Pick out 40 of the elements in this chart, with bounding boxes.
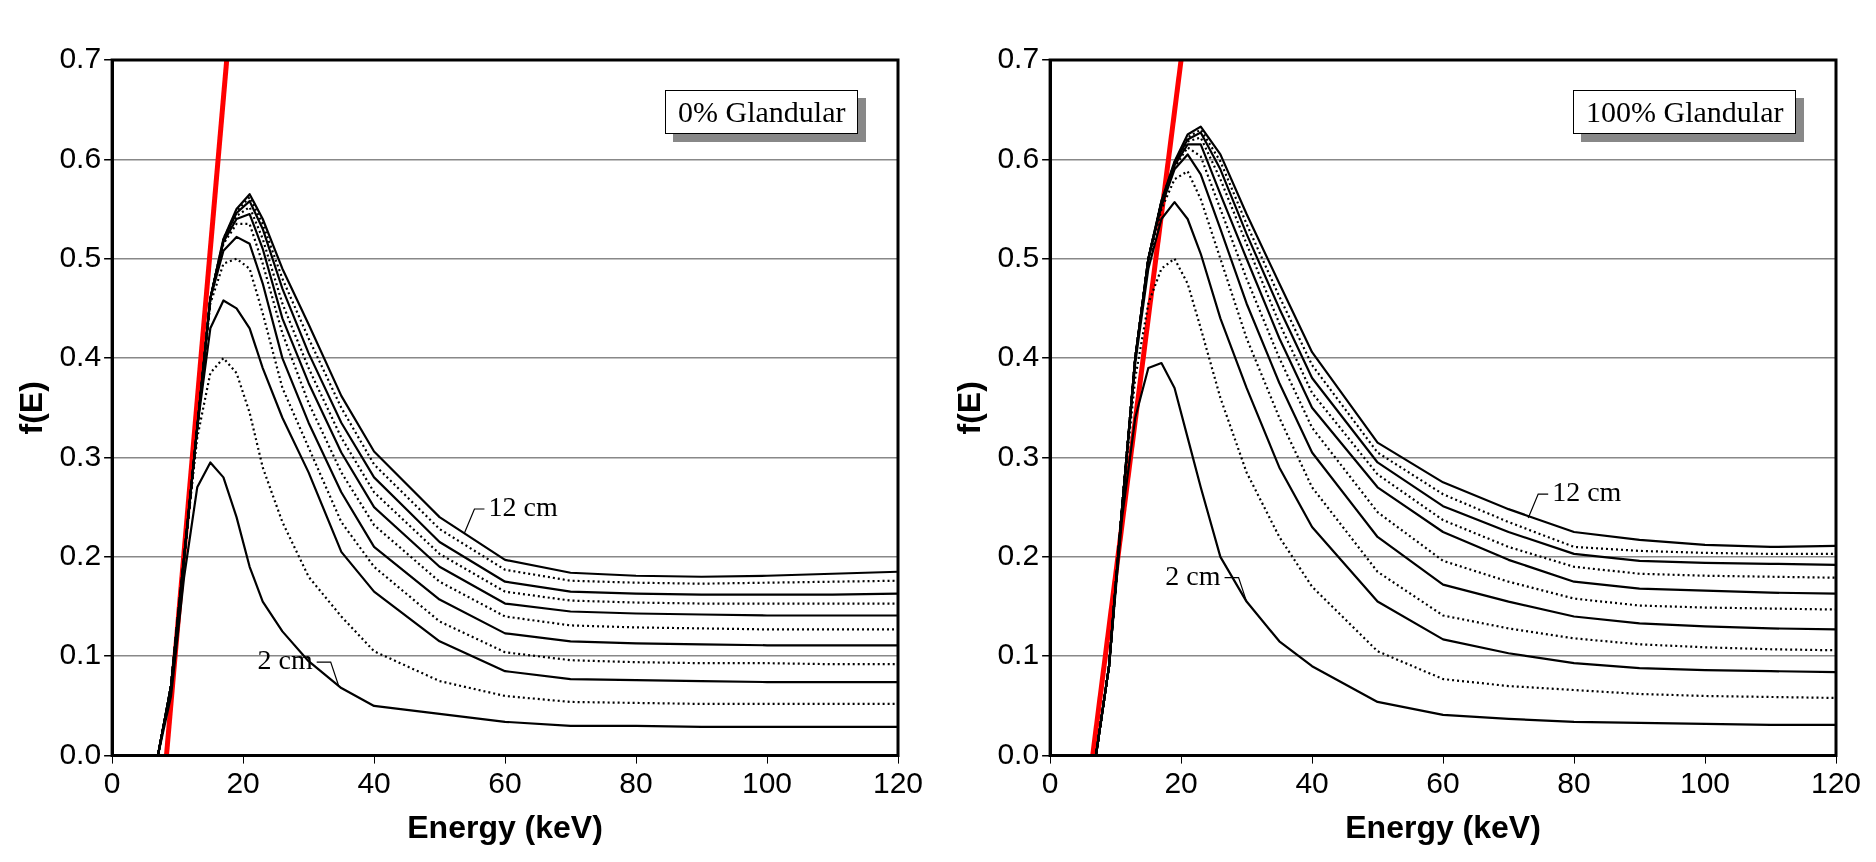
x-tick-label: 20 — [226, 765, 260, 799]
y-tick-label: 0.3 — [997, 438, 1040, 472]
y-tick-label: 0.2 — [59, 538, 102, 572]
x-tick-label: 60 — [488, 765, 522, 799]
y-tick-label: 0.3 — [59, 438, 102, 472]
x-tick-label: 120 — [872, 765, 924, 799]
x-tick-label: 80 — [619, 765, 653, 799]
annotation: 2 cm — [1165, 559, 1221, 591]
y-tick-label: 0.1 — [59, 637, 102, 671]
y-axis-title: f(E) — [951, 381, 988, 435]
annotation: 2 cm — [257, 644, 313, 676]
x-axis-title: Energy (keV) — [1345, 808, 1541, 845]
annotation: 12 cm — [488, 491, 558, 523]
x-tick-label: 40 — [357, 765, 391, 799]
y-tick-label: 0.2 — [997, 538, 1040, 572]
y-tick-label: 0.5 — [997, 240, 1040, 274]
x-tick-label: 0 — [1041, 765, 1059, 799]
x-tick-label: 80 — [1557, 765, 1591, 799]
y-axis-title: f(E) — [13, 381, 50, 435]
x-tick-label: 100 — [741, 765, 793, 799]
x-tick-label: 60 — [1426, 765, 1460, 799]
y-tick-label: 0.4 — [997, 339, 1040, 373]
y-tick-label: 0.0 — [59, 736, 102, 770]
y-tick-label: 0.7 — [59, 41, 102, 75]
x-tick-label: 120 — [1810, 765, 1862, 799]
x-tick-label: 40 — [1295, 765, 1329, 799]
x-tick-label: 20 — [1164, 765, 1198, 799]
x-tick-label: 0 — [103, 765, 121, 799]
annotation: 0% Glandular — [665, 90, 859, 134]
x-tick-label: 100 — [1679, 765, 1731, 799]
y-tick-label: 0.0 — [997, 736, 1040, 770]
y-tick-label: 0.4 — [59, 339, 102, 373]
x-axis-title: Energy (keV) — [407, 808, 603, 845]
y-tick-label: 0.5 — [59, 240, 102, 274]
annotation: 100% Glandular — [1573, 90, 1797, 134]
annotation: 12 cm — [1552, 476, 1622, 508]
y-tick-label: 0.1 — [997, 637, 1040, 671]
y-tick-label: 0.6 — [997, 140, 1040, 174]
y-tick-label: 0.6 — [59, 140, 102, 174]
y-tick-label: 0.7 — [997, 41, 1040, 75]
